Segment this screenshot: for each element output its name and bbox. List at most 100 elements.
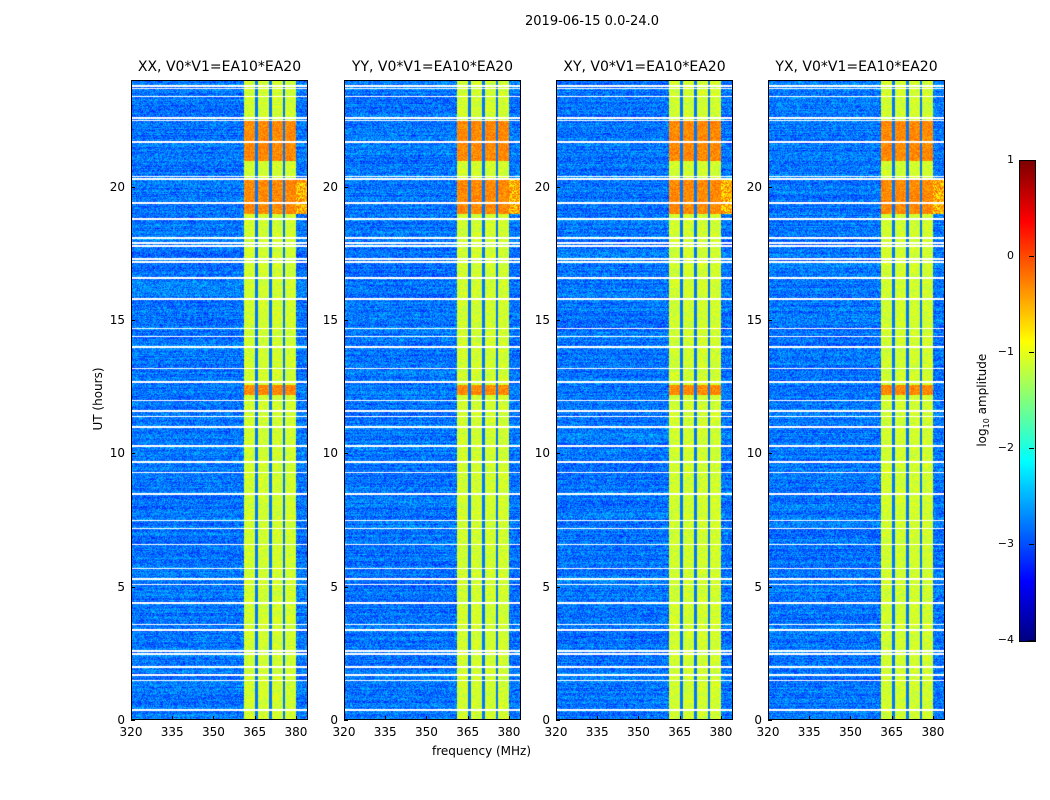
colorbar-tick	[1029, 640, 1034, 641]
y-tick	[344, 720, 348, 721]
x-tick	[891, 716, 893, 720]
x-tick	[467, 716, 469, 720]
colorbar-tick-label: −1	[997, 345, 1014, 358]
y-tick	[768, 320, 772, 321]
y-tick-label: 0	[117, 713, 125, 727]
y-tick	[131, 586, 135, 588]
x-tick	[385, 716, 387, 720]
y-tick	[556, 586, 560, 588]
x-tick-label: 380	[284, 725, 308, 739]
colorbar-tick-label: −3	[997, 537, 1014, 550]
colorbar-label-main: log	[974, 428, 989, 447]
y-tick	[768, 586, 772, 588]
colorbar-tick-label: 1	[1007, 153, 1014, 166]
x-tick-label: 365	[880, 725, 904, 739]
x-tick	[213, 716, 215, 720]
x-tick-label: 335	[797, 725, 821, 739]
waterfall-panel	[344, 80, 521, 720]
x-tick-label: 380	[921, 725, 945, 739]
x-tick	[508, 716, 510, 720]
y-tick-label: 0	[754, 713, 762, 727]
y-tick	[131, 320, 135, 321]
x-tick-label: 335	[373, 725, 397, 739]
colorbar-tick	[1029, 352, 1034, 353]
x-tick	[556, 716, 557, 720]
colorbar-tick	[1029, 256, 1034, 257]
y-tick	[556, 720, 560, 721]
y-tick-label: 10	[746, 446, 762, 461]
x-tick-label: 350	[627, 725, 650, 739]
x-tick-label: 365	[243, 725, 267, 739]
colorbar-tick	[1029, 448, 1034, 449]
y-tick-label: 15	[322, 313, 338, 327]
x-tick-label: 335	[160, 725, 184, 739]
colorbar-tick	[1029, 160, 1034, 161]
x-tick-label: 350	[415, 725, 438, 739]
y-tick	[131, 186, 135, 188]
x-tick-label: 380	[497, 725, 521, 739]
x-tick-label: 320	[332, 725, 356, 739]
x-tick	[426, 716, 428, 720]
x-tick	[850, 716, 852, 720]
x-tick	[344, 716, 345, 720]
colorbar-tick-label: −4	[997, 633, 1014, 646]
y-tick-label: 5	[117, 579, 125, 594]
x-tick	[932, 716, 934, 720]
x-tick	[597, 716, 599, 720]
panel-title: XY, V0*V1=EA10*EA20	[563, 59, 726, 75]
panel-title: YX, V0*V1=EA10*EA20	[775, 59, 938, 75]
y-tick	[556, 320, 560, 321]
y-tick	[768, 186, 772, 188]
x-tick	[295, 716, 297, 720]
x-tick-label: 350	[202, 725, 225, 739]
x-tick	[768, 716, 769, 720]
y-tick-label: 10	[109, 446, 125, 461]
x-tick	[638, 716, 640, 720]
y-tick-label: 10	[322, 446, 338, 461]
y-tick-label: 0	[542, 713, 550, 727]
y-tick-label: 5	[330, 579, 338, 594]
colorbar-tick	[1029, 544, 1034, 545]
x-axis-label: frequency (MHz)	[432, 744, 532, 758]
y-tick	[556, 453, 560, 455]
panel-title: YY, V0*V1=EA10*EA20	[351, 59, 514, 75]
waterfall-panel	[556, 80, 733, 720]
y-tick-label: 15	[746, 313, 762, 327]
colorbar-label-rest: amplitude	[974, 353, 989, 419]
y-axis-label: UT (hours)	[91, 367, 105, 431]
x-tick-label: 380	[709, 725, 733, 739]
y-tick	[344, 320, 348, 321]
panel-title: XX, V0*V1=EA10*EA20	[137, 59, 302, 75]
x-tick-label: 365	[456, 725, 480, 739]
x-tick-label: 350	[839, 725, 862, 739]
y-tick	[768, 453, 772, 455]
x-tick-label: 335	[585, 725, 609, 739]
suptitle: 2019-06-15 0.0-24.0	[525, 14, 659, 29]
colorbar-tick-label: 0	[1007, 249, 1014, 262]
waterfall-panel	[131, 80, 308, 720]
y-tick	[344, 586, 348, 588]
y-tick	[131, 453, 135, 455]
x-tick-label: 320	[756, 725, 780, 739]
y-tick-label: 0	[330, 713, 338, 727]
y-tick-label: 20	[534, 179, 550, 194]
x-tick	[172, 716, 174, 720]
panel-frame	[344, 80, 521, 720]
x-tick	[679, 716, 681, 720]
colorbar-label-sub: 10	[982, 418, 992, 429]
y-tick	[768, 720, 772, 721]
panel-frame	[768, 80, 945, 720]
x-tick-label: 320	[119, 725, 143, 739]
y-tick-label: 5	[542, 579, 550, 594]
y-tick	[344, 186, 348, 188]
x-tick-label: 320	[544, 725, 568, 739]
y-tick	[131, 720, 135, 721]
panel-frame	[556, 80, 733, 720]
colorbar	[1019, 160, 1036, 642]
x-tick	[809, 716, 811, 720]
x-tick	[254, 716, 256, 720]
y-tick-label: 15	[534, 313, 550, 327]
y-tick-label: 20	[109, 179, 125, 194]
x-tick-label: 365	[668, 725, 692, 739]
